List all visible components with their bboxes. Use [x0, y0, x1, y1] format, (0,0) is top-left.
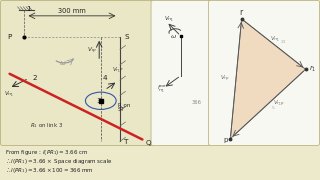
Text: 21: 21 — [281, 40, 286, 44]
Text: p: p — [223, 137, 228, 143]
Text: $V_{r_1p}$: $V_{r_1p}$ — [273, 99, 284, 109]
Text: $V_{rr_1}$: $V_{rr_1}$ — [4, 90, 14, 99]
Text: 2: 2 — [32, 75, 36, 81]
Polygon shape — [230, 19, 306, 139]
Text: $\therefore l(PR_1) = 3.66 \times 100 = 366$ mm: $\therefore l(PR_1) = 3.66 \times 100 = … — [5, 166, 93, 175]
Text: $V_{rr_1}$: $V_{rr_1}$ — [164, 14, 174, 24]
FancyBboxPatch shape — [209, 0, 319, 145]
Text: Q: Q — [146, 140, 151, 146]
Text: ST: ST — [118, 107, 124, 112]
Text: $f^{cor}_{rr_1}$: $f^{cor}_{rr_1}$ — [157, 84, 167, 95]
Text: $V_{r_1P}$: $V_{r_1P}$ — [112, 66, 124, 75]
Text: From figure : $l(PR_1) = 3.66$ cm: From figure : $l(PR_1) = 3.66$ cm — [5, 148, 88, 157]
Text: 300 mm: 300 mm — [58, 8, 86, 14]
Text: R on: R on — [118, 103, 130, 108]
Text: T: T — [124, 139, 129, 145]
Text: $R_1$ on link 3: $R_1$ on link 3 — [30, 121, 64, 130]
Text: $\omega$: $\omega$ — [59, 59, 67, 67]
Text: $\omega$: $\omega$ — [170, 33, 177, 40]
Text: $\therefore l(PR_1) = 3.66 \times$ Space diagram scale: $\therefore l(PR_1) = 3.66 \times$ Space… — [5, 157, 112, 166]
Text: r: r — [239, 8, 242, 17]
Text: S: S — [124, 34, 129, 40]
Text: 4: 4 — [102, 75, 107, 81]
Text: $V_{rp}$: $V_{rp}$ — [87, 46, 97, 56]
Text: $r_1$: $r_1$ — [309, 64, 316, 74]
Text: 3: 3 — [97, 98, 101, 104]
Text: 366: 366 — [192, 100, 202, 105]
Text: 1: 1 — [26, 6, 31, 12]
Text: $V_{rr_1}$: $V_{rr_1}$ — [270, 35, 280, 44]
Text: $V_{rp}$: $V_{rp}$ — [220, 74, 230, 84]
FancyBboxPatch shape — [1, 0, 153, 145]
Text: 5: 5 — [271, 106, 274, 110]
FancyBboxPatch shape — [151, 0, 211, 145]
Text: P: P — [7, 34, 12, 40]
